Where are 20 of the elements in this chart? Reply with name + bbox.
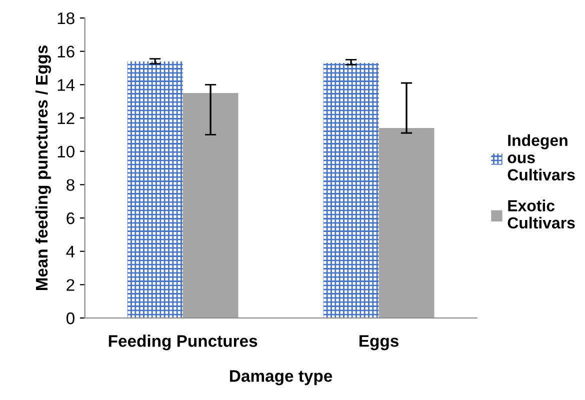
y-axis-title: Mean feeding punctures / Eggs (35, 46, 52, 290)
x-tick-label: Eggs (360, 335, 398, 350)
bar (182, 93, 238, 318)
y-tick-label: 16 (58, 46, 74, 58)
y-tick-label: 10 (58, 146, 74, 158)
x-axis-title: Damage type (230, 370, 332, 386)
x-tick-label: Feeding Punctures (108, 334, 258, 350)
y-tick-label: 4 (66, 246, 75, 258)
y-tick-label: 12 (58, 112, 74, 124)
bar (323, 63, 379, 318)
bar (127, 61, 183, 318)
y-tick-label: 14 (58, 79, 75, 91)
y-tick-label: 8 (66, 179, 74, 191)
y-tick-label: 6 (66, 212, 74, 224)
legend-label: Exotic Cultivars (508, 200, 575, 229)
y-tick-label: 18 (58, 12, 74, 24)
legend-label: Indegen ous Cultivars (508, 134, 575, 180)
y-tick-label: 0 (66, 312, 74, 324)
y-tick-label: 2 (66, 279, 74, 291)
bar (378, 128, 434, 318)
